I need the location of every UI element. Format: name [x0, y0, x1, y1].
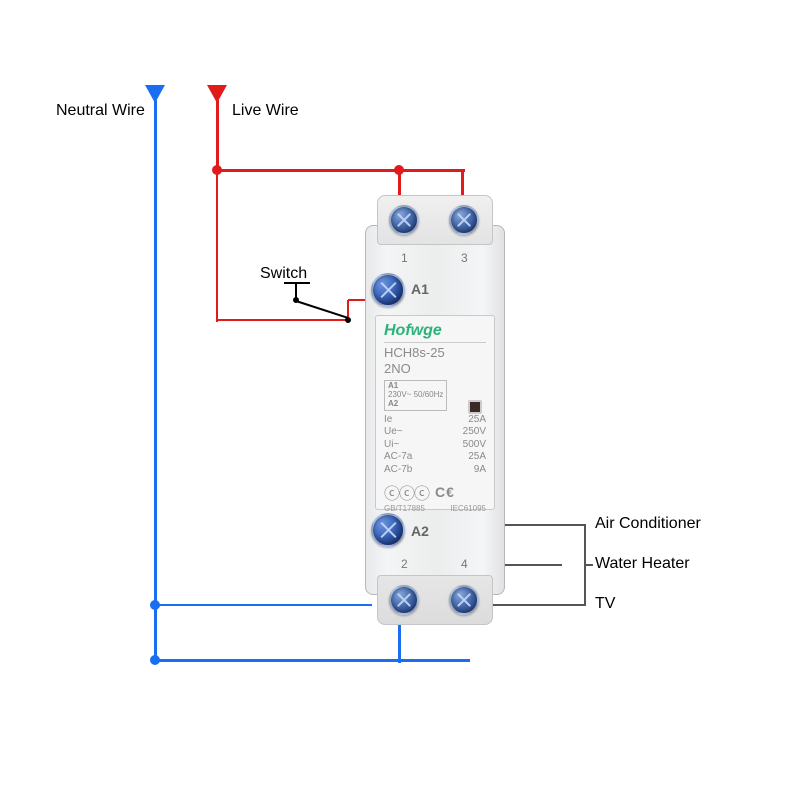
- terminal-screw-2: [389, 585, 419, 615]
- neutral-wire-label: Neutral Wire: [56, 102, 145, 120]
- terminal-screw-1: [389, 205, 419, 235]
- wiring-diagram: Neutral Wire Live Wire Switch Air Condition…: [0, 0, 800, 800]
- load-label: Water Heater: [595, 555, 690, 573]
- load-label: Air Conditioner: [595, 515, 701, 533]
- live-wire-label: Live Wire: [232, 102, 299, 120]
- switch-label: Switch: [260, 265, 307, 283]
- device-model: HCH8s-252NO: [384, 345, 486, 376]
- indicator-window: [468, 400, 482, 414]
- a2-terminal-screw: [371, 513, 405, 547]
- device-brand: Hofwge: [384, 322, 486, 343]
- contactor-device: 1 3 2 4 A1 A2 Hofwge HCH8s-252NO A1230V~…: [365, 195, 505, 625]
- a1-terminal-screw: [371, 273, 405, 307]
- terminal-screw-4: [449, 585, 479, 615]
- terminal-screw-3: [449, 205, 479, 235]
- load-label: TV: [595, 595, 615, 613]
- device-faceplate: Hofwge HCH8s-252NO A1230V~ 50/60HzA2 IeU…: [375, 315, 495, 510]
